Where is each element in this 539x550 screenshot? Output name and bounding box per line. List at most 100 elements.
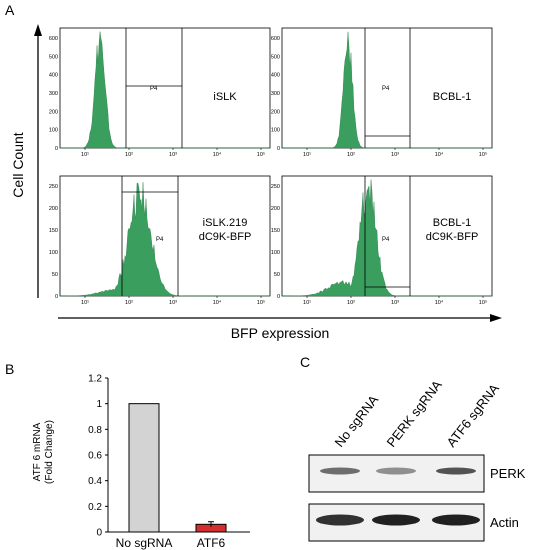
bar-y-tick-label: 0.8 bbox=[88, 425, 102, 436]
histogram bbox=[282, 179, 492, 297]
lane-label-2: PERK sgRNA bbox=[384, 377, 445, 450]
bar-y-tick-label: 0.2 bbox=[88, 502, 102, 513]
y-tick-label: 0 bbox=[277, 294, 280, 300]
x-tick-label: 10⁵ bbox=[257, 151, 265, 158]
x-tick-label: 10¹ bbox=[303, 152, 311, 158]
x-tick-label: 10² bbox=[125, 300, 133, 306]
y-tick-label: 200 bbox=[271, 206, 280, 212]
blot-bands bbox=[316, 467, 480, 526]
y-tick-label: 0 bbox=[55, 294, 58, 300]
x-tick-label: 10⁴ bbox=[213, 151, 222, 158]
x-tick-label: 10⁵ bbox=[479, 299, 487, 306]
blot-band bbox=[320, 467, 360, 475]
y-tick-label: 100 bbox=[271, 250, 280, 256]
x-tick-label: 10⁴ bbox=[435, 151, 444, 158]
bar-x-labels: No sgRNA ATF6 bbox=[116, 536, 226, 550]
y-tick-label: 0 bbox=[277, 146, 280, 152]
flow-plot-islk219: P4 iSLK.219 dC9K-BFP 10¹ 10² 10³ 10⁴ 10⁵ 0 50… bbox=[49, 175, 271, 306]
y-tick-label: 600 bbox=[49, 36, 58, 42]
sample-label-line2: dC9K-BFP bbox=[199, 231, 252, 243]
bar bbox=[128, 403, 160, 533]
y-tick-label: 600 bbox=[271, 36, 280, 42]
y-tick-label: 100 bbox=[271, 128, 280, 134]
sample-label-line2: dC9K-BFP bbox=[426, 231, 479, 243]
bar-y-ticks: 0 0.2 0.4 0.6 0.8 1 1.2 bbox=[88, 374, 108, 539]
x-axis-arrowhead bbox=[490, 314, 502, 322]
x-tick-label: 10¹ bbox=[81, 300, 89, 306]
y-tick-label: 200 bbox=[271, 109, 280, 115]
y-tick-label: 400 bbox=[49, 73, 58, 79]
panel-label-b: B bbox=[5, 361, 14, 377]
panel-label-c: C bbox=[300, 354, 310, 370]
bar-y-tick-label: 1 bbox=[96, 399, 102, 410]
sample-label-line1: iSLK.219 bbox=[203, 217, 248, 229]
blot-band bbox=[376, 467, 416, 475]
x-tick-label: 10³ bbox=[391, 152, 399, 158]
sample-label: iSLK bbox=[213, 91, 237, 103]
blot-band bbox=[436, 467, 476, 475]
x-tick-label: 10³ bbox=[169, 300, 177, 306]
y-tick-label: 300 bbox=[271, 91, 280, 97]
x-tick-label: 10¹ bbox=[303, 300, 311, 306]
y-tick-label: 200 bbox=[49, 206, 58, 212]
histogram bbox=[282, 31, 492, 149]
blot-label-perk: PERK bbox=[490, 466, 526, 481]
flow-plot-islk: P4 iSLK 10¹ 10² 10³ 10⁴ 10⁵ 0 100 200 300 400 500… bbox=[49, 27, 271, 158]
flow-plot-bcbl1: P4 BCBL-1 10¹ 10² 10³ 10⁴ 10⁵ 0 100 200 300 400 5… bbox=[271, 27, 493, 158]
sample-label-line1: BCBL-1 bbox=[433, 217, 472, 229]
x-tick-label: 10¹ bbox=[81, 152, 89, 158]
y-axis-arrowhead bbox=[34, 24, 42, 36]
y-tick-labels: 0 50 100 150 200 250 bbox=[271, 184, 280, 300]
bar-ylabel-line2: (Fold Change) bbox=[44, 420, 55, 484]
bar-y-tick-label: 1.2 bbox=[88, 374, 102, 385]
gate-label: P4 bbox=[382, 86, 390, 92]
y-tick-label: 50 bbox=[52, 272, 58, 278]
bar-y-tick-label: 0 bbox=[96, 528, 102, 539]
x-tick-label: 10² bbox=[347, 152, 355, 158]
y-tick-label: 500 bbox=[49, 54, 58, 60]
y-tick-label: 400 bbox=[271, 73, 280, 79]
y-tick-label: 250 bbox=[49, 184, 58, 190]
y-tick-labels: 0 50 100 150 200 250 bbox=[49, 184, 58, 300]
x-tick-labels: 10¹ 10² 10³ 10⁴ 10⁵ bbox=[303, 151, 487, 158]
bar-marks bbox=[128, 403, 227, 533]
x-tick-label: 10⁴ bbox=[213, 299, 222, 306]
y-tick-label: 100 bbox=[49, 128, 58, 134]
y-axis-label: Cell Count bbox=[10, 132, 26, 197]
x-tick-label: 10⁴ bbox=[435, 299, 444, 306]
blot-label-actin: Actin bbox=[490, 515, 519, 530]
x-tick-labels: 10¹ 10² 10³ 10⁴ 10⁵ bbox=[303, 299, 487, 306]
flow-plot-bcbl1-dc9k: P4 BCBL-1 dC9K-BFP 10¹ 10² 10³ 10⁴ 10⁵ 0 50 10… bbox=[271, 175, 493, 306]
lane-label-3: ATF6 sgRNA bbox=[444, 381, 503, 450]
x-axis-label: BFP expression bbox=[231, 325, 330, 341]
x-tick-label: 10³ bbox=[391, 300, 399, 306]
blot-band bbox=[316, 514, 364, 526]
gate-label: P4 bbox=[382, 237, 390, 243]
y-tick-label: 100 bbox=[49, 250, 58, 256]
bar-x-label: ATF6 bbox=[197, 536, 226, 550]
y-tick-label: 300 bbox=[49, 91, 58, 97]
x-tick-label: 10³ bbox=[169, 152, 177, 158]
bar-ylabel-line1: ATF 6 mRNA bbox=[32, 422, 43, 481]
x-tick-label: 10⁵ bbox=[257, 299, 265, 306]
histogram bbox=[60, 31, 270, 149]
bar-y-tick-label: 0.6 bbox=[88, 451, 102, 462]
y-tick-label: 0 bbox=[55, 146, 58, 152]
y-tick-labels: 0 100 200 300 400 500 600 bbox=[49, 36, 58, 152]
bar-x-label: No sgRNA bbox=[116, 536, 173, 550]
histogram bbox=[60, 182, 270, 297]
bar-chart: ATF 6 mRNA (Fold Change) 0 0.2 0.4 0.6 0.8 1 1… bbox=[32, 374, 250, 550]
panel-label-a: A bbox=[5, 2, 15, 18]
bar-y-tick-label: 0.4 bbox=[88, 476, 102, 487]
y-tick-label: 150 bbox=[49, 228, 58, 234]
y-tick-label: 500 bbox=[271, 54, 280, 60]
x-tick-labels: 10¹ 10² 10³ 10⁴ 10⁵ bbox=[81, 151, 265, 158]
gate-label: P4 bbox=[156, 237, 164, 243]
sample-label: BCBL-1 bbox=[433, 91, 472, 103]
lane-label-1: No sgRNA bbox=[332, 392, 382, 450]
blot-band bbox=[432, 514, 480, 526]
x-tick-labels: 10¹ 10² 10³ 10⁴ 10⁵ bbox=[81, 299, 265, 306]
x-tick-label: 10⁵ bbox=[479, 151, 487, 158]
y-tick-labels: 0 100 200 300 400 500 600 bbox=[271, 36, 280, 152]
